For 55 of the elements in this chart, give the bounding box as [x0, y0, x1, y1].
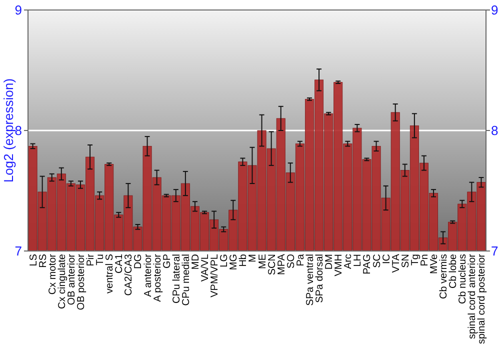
- x-tick-label: IC: [381, 254, 392, 264]
- y2-tick-label: 8: [491, 123, 498, 138]
- x-tick-label: LG: [219, 254, 230, 268]
- x-tick-label: A posterior: [152, 253, 164, 302]
- x-tick-label: LS: [28, 254, 40, 266]
- y-tick-label: 8: [14, 123, 22, 138]
- x-tick-label: Tg: [410, 254, 421, 266]
- x-tick-label: VA/VL: [200, 254, 212, 282]
- x-tick-label: ventral S: [104, 254, 116, 294]
- x-tick-label: VPM/VPL: [210, 254, 221, 298]
- x-tick-label: SPa dorsal: [314, 254, 326, 303]
- x-tick-label: Cx cingulate: [56, 254, 68, 310]
- x-tick-label: Pa: [295, 254, 306, 266]
- x-tick-label: DM: [324, 254, 336, 270]
- x-tick-label: VMH: [334, 254, 345, 276]
- x-tick-label: CA2/CA3: [124, 254, 135, 296]
- x-tick-label: SPa ventral: [304, 254, 316, 306]
- x-tick-label: Pn: [419, 254, 430, 266]
- x-tick-label: Pir: [86, 253, 97, 266]
- y2-tick-label: 9: [491, 2, 498, 18]
- x-tick-label: Arc: [343, 254, 354, 269]
- x-tick-label: M: [248, 254, 259, 262]
- x-tick-label: OB anterior: [66, 253, 78, 306]
- y2-tick-label: 7: [491, 244, 498, 259]
- x-tick-label: CA1: [114, 254, 126, 274]
- x-tick-label: Tu: [95, 254, 106, 266]
- x-tick-label: Cb lobe: [448, 254, 460, 288]
- x-tick-label: LH: [352, 254, 364, 267]
- x-tick-label: VTA: [390, 254, 402, 273]
- x-tick-label: Cb nucleus: [458, 254, 469, 304]
- x-tick-label: Cx motor: [47, 253, 58, 295]
- x-tick-label: MPA: [276, 254, 288, 275]
- y-tick-label: 7: [14, 244, 22, 259]
- x-tick-label: CPu lateral: [171, 254, 182, 304]
- x-tick-label: SCN: [266, 254, 278, 276]
- x-tick-label: ME: [257, 254, 268, 269]
- x-tick-label: SN: [400, 254, 412, 268]
- x-tick-label: PAG: [362, 254, 374, 274]
- x-tick-label: Cb vermis: [438, 254, 450, 300]
- x-tick-label: A anterior: [142, 253, 154, 297]
- x-tick-label: DG: [133, 254, 144, 269]
- x-tick-label: RS: [38, 254, 49, 268]
- x-tick-label: SO: [286, 254, 297, 268]
- x-tick-label: Hb: [238, 254, 250, 267]
- x-tick-label: MVe: [429, 254, 440, 274]
- x-tick-label: SC: [372, 254, 383, 268]
- x-tick-label: OB posterior: [76, 253, 87, 310]
- y-axis-title: Log2 (expression): [1, 78, 16, 183]
- x-tick-label: spinal cord anterior: [467, 253, 478, 340]
- x-tick-label: GP: [162, 254, 173, 268]
- x-tick-label: CPu medial: [180, 254, 192, 306]
- x-tick-label: MD: [190, 254, 202, 270]
- y-tick-label: 9: [14, 2, 22, 18]
- x-tick-label: spinal cord posterior: [476, 253, 488, 344]
- x-tick-label: MG: [228, 254, 240, 270]
